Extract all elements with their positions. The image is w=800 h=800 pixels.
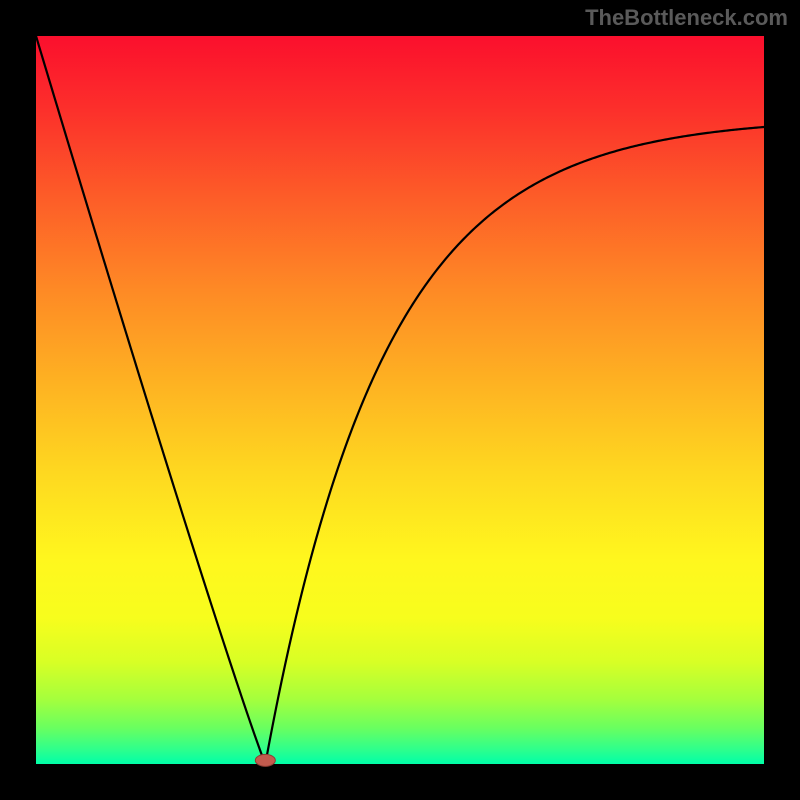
chart-container: TheBottleneck.com [0, 0, 800, 800]
plot-background [36, 36, 764, 764]
minimum-marker [255, 754, 275, 766]
watermark-text: TheBottleneck.com [585, 5, 788, 31]
bottleneck-chart [0, 0, 800, 800]
